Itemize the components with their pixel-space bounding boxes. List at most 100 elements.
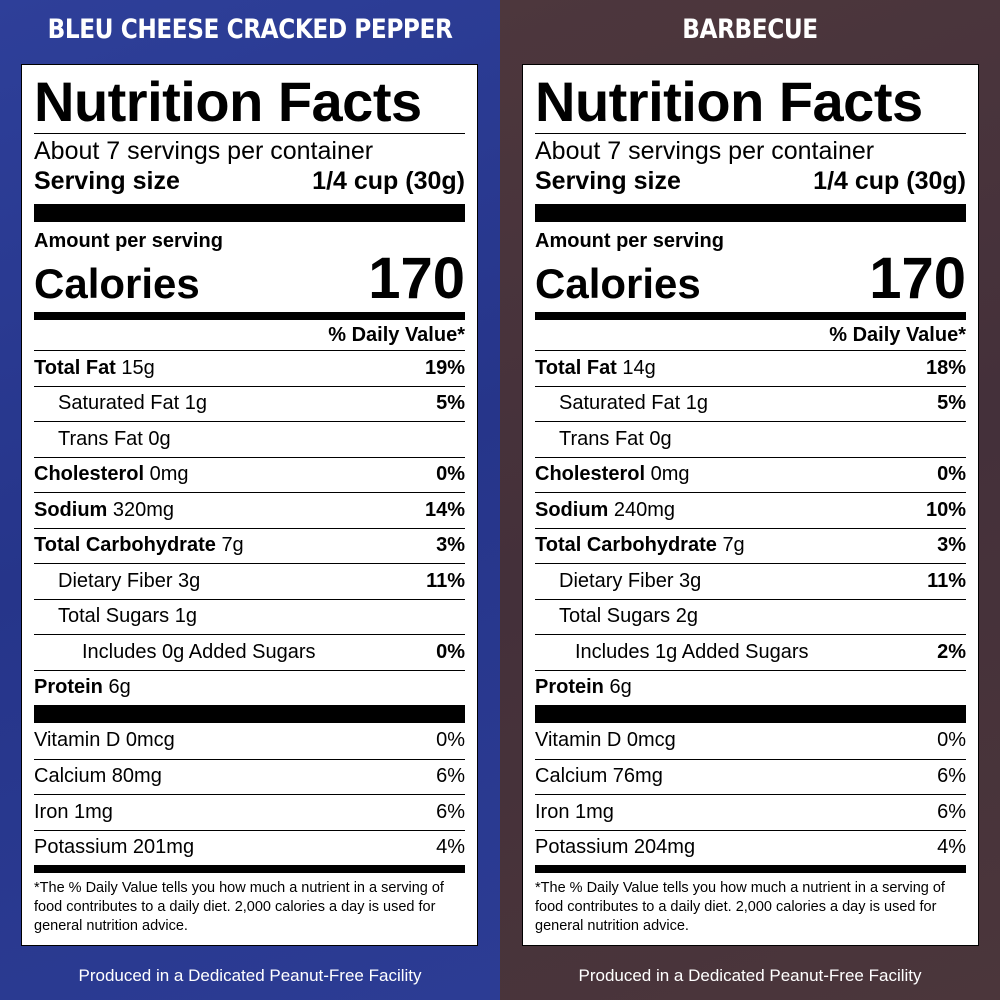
nutrient-name: Total Sugars	[58, 605, 170, 628]
nutrient-amount: 6g	[609, 676, 632, 699]
vitamin-name: Calcium 80mg	[34, 765, 162, 788]
nutrient-row: Protein 6g	[535, 669, 966, 706]
calories-row: Calories 170	[34, 250, 465, 308]
amount-per-serving: Amount per serving	[535, 230, 724, 252]
nutrient-row: Sodium 240mg 10%	[535, 492, 966, 528]
nutrient-name: Total Carbohydrate	[535, 534, 717, 557]
nutrient-name: Sodium	[535, 498, 609, 521]
panel-bleu-cheese: BLEU CHEESE CRACKED PEPPER Nutrition Fac…	[0, 0, 500, 1000]
nutrition-label: Nutrition Facts About 7 servings per con…	[21, 64, 478, 946]
nutrient-name: Protein	[34, 676, 103, 699]
nutrient-row: Dietary Fiber 3g 11%	[34, 563, 465, 599]
nutrient-pct: 0%	[436, 463, 465, 486]
serving-size-row: Serving size 1/4 cup (30g)	[34, 166, 465, 196]
nutrient-amount: 0g	[148, 427, 171, 450]
serving-size-row: Serving size 1/4 cup (30g)	[535, 166, 966, 196]
vitamin-row: Potassium 204mg 4%	[535, 829, 966, 866]
vitamin-row: Calcium 76mg 6%	[535, 758, 966, 795]
nutrient-amount: 3g	[178, 569, 201, 592]
nutrient-amount: 240mg	[613, 498, 676, 521]
nutrient-name: Dietary Fiber	[58, 569, 173, 592]
nutrient-row: Total Fat 15g 19%	[34, 350, 465, 386]
vitamin-pct: 6%	[436, 800, 465, 823]
flavor-title: BARBECUE	[682, 14, 818, 45]
nutrient-pct: 2%	[937, 640, 966, 663]
vitamin-name: Vitamin D 0mcg	[535, 729, 676, 752]
nutrient-pct: 18%	[925, 356, 966, 379]
servings-per-container: About 7 servings per container	[535, 137, 875, 165]
flavor-title: BLEU CHEESE CRACKED PEPPER	[47, 14, 453, 45]
nutrient-name: Cholesterol	[535, 463, 646, 486]
nutrient-amount: 1g	[184, 392, 207, 415]
serving-size-value: 1/4 cup (30g)	[813, 167, 966, 195]
nutrient-pct: 14%	[424, 498, 465, 521]
nutrient-name: Total Sugars	[559, 605, 671, 628]
vitamin-row: Iron 1mg 6%	[34, 794, 465, 830]
nutrient-amount: 15g	[121, 356, 155, 379]
divider-thick	[535, 705, 966, 723]
nutrient-name: Trans Fat	[559, 427, 644, 450]
nutrient-row: Total Fat 14g 18%	[535, 350, 966, 386]
serving-size-label: Serving size	[535, 167, 681, 195]
divider-thick	[34, 204, 465, 222]
vitamin-row: Vitamin D 0mcg 0%	[535, 723, 966, 759]
nutrient-amount: 0g	[649, 427, 672, 450]
nutrient-amount: 0mg	[650, 463, 690, 486]
nutrient-amount: 7g	[221, 534, 244, 557]
nutrient-pct: 5%	[436, 392, 465, 415]
nutrient-name: Sodium	[34, 498, 108, 521]
nutrient-amount: 3g	[679, 569, 702, 592]
nutrient-row: Includes 1g Added Sugars 2%	[535, 634, 966, 670]
nutrient-name: Protein	[535, 676, 604, 699]
nutrient-row: Total Carbohydrate 7g 3%	[535, 527, 966, 564]
vitamin-pct: 0%	[937, 729, 966, 752]
nutrient-pct: 3%	[436, 534, 465, 557]
calories-value: 170	[869, 246, 966, 311]
vitamin-pct: 6%	[436, 765, 465, 788]
nutrient-row: Protein 6g	[34, 669, 465, 706]
nutrient-row: Trans Fat 0g	[535, 421, 966, 457]
nutrient-row: Saturated Fat 1g 5%	[535, 385, 966, 422]
nutrient-row: Dietary Fiber 3g 11%	[535, 563, 966, 599]
vitamin-name: Vitamin D 0mcg	[34, 729, 175, 752]
nutrient-name: Total Fat	[535, 356, 617, 379]
divider-medium	[34, 865, 465, 873]
divider-medium	[535, 865, 966, 873]
vitamin-row: Vitamin D 0mcg 0%	[34, 723, 465, 759]
nutrient-pct: 11%	[927, 569, 966, 592]
vitamin-name: Potassium 201mg	[34, 836, 195, 859]
nutrient-amount: 6g	[108, 676, 131, 699]
nutrient-name: Includes 1g Added Sugars	[575, 640, 809, 663]
nutrient-row: Sodium 320mg 14%	[34, 492, 465, 528]
amount-per-serving: Amount per serving	[34, 230, 223, 252]
daily-value-header: % Daily Value*	[829, 324, 966, 346]
nutrient-amount: 320mg	[112, 498, 175, 521]
facility-note: Produced in a Dedicated Peanut-Free Faci…	[578, 966, 922, 985]
nutrient-row: Includes 0g Added Sugars 0%	[34, 634, 465, 670]
nutrient-pct: 5%	[937, 392, 966, 415]
footnote: *The % Daily Value tells you how much a …	[34, 880, 444, 934]
nutrient-amount: 7g	[722, 534, 745, 557]
nutrient-amount: 0mg	[149, 463, 189, 486]
nutrient-amount: 1g	[174, 605, 197, 628]
vitamin-name: Calcium 76mg	[535, 765, 663, 788]
nutrient-amount: 1g	[685, 392, 708, 415]
vitamin-pct: 0%	[436, 729, 465, 752]
nutrient-pct: 10%	[925, 498, 966, 521]
nutrient-row: Total Carbohydrate 7g 3%	[34, 527, 465, 564]
nutrient-row: Total Sugars 2g	[535, 598, 966, 635]
nutrient-row: Cholesterol 0mg 0%	[535, 456, 966, 493]
nutrient-name: Saturated Fat	[58, 392, 180, 415]
nutrition-label: Nutrition Facts About 7 servings per con…	[522, 64, 979, 946]
panel-barbecue: BARBECUE Nutrition Facts About 7 serving…	[500, 0, 1000, 1000]
vitamin-pct: 6%	[937, 765, 966, 788]
nutrient-pct: 3%	[937, 534, 966, 557]
divider-medium	[535, 312, 966, 320]
vitamin-row: Calcium 80mg 6%	[34, 758, 465, 795]
nutrient-row: Trans Fat 0g	[34, 421, 465, 457]
nutrient-row: Total Sugars 1g	[34, 598, 465, 635]
vitamin-row: Iron 1mg 6%	[535, 794, 966, 830]
nutrient-amount: 2g	[675, 605, 698, 628]
nutrient-pct: 11%	[426, 569, 465, 592]
